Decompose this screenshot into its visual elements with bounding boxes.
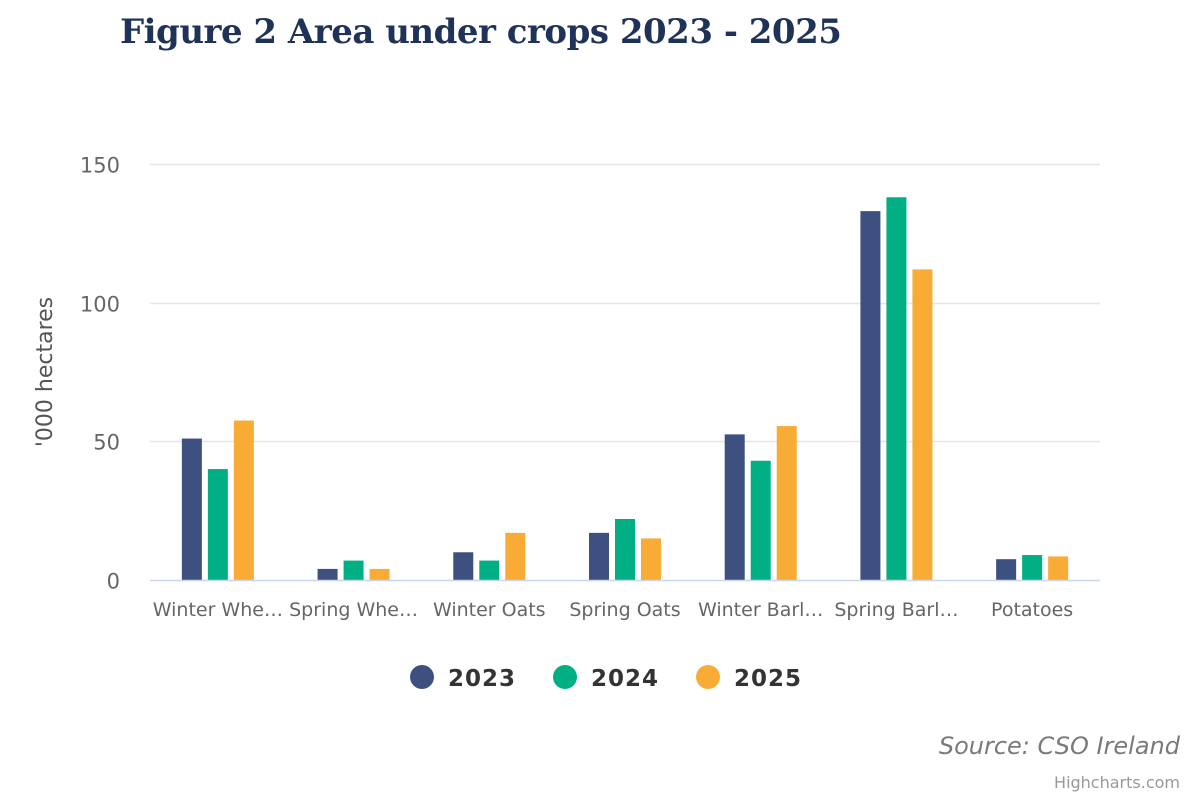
y-tick-label: 100 <box>80 293 120 317</box>
bar-2023-0[interactable] <box>181 438 202 580</box>
legend-marker <box>696 665 720 689</box>
bar-2024-3[interactable] <box>615 518 635 580</box>
x-tick-label: Spring Barl… <box>834 599 958 621</box>
bar-2025-3[interactable] <box>641 538 661 580</box>
bar-2024-4[interactable] <box>750 460 771 580</box>
bar-2025-4[interactable] <box>776 426 797 580</box>
bar-2023-4[interactable] <box>724 434 745 580</box>
bar-2025-1[interactable] <box>369 568 390 580</box>
bar-2023-2[interactable] <box>453 552 474 580</box>
gridlines <box>150 163 1100 443</box>
bar-2024-5[interactable] <box>886 197 907 580</box>
legend-item-2025[interactable]: 2025 <box>696 665 802 692</box>
legend: 2023 2024 2025 <box>410 665 802 692</box>
x-tick-label: Winter Oats <box>433 599 546 621</box>
legend-label: 2024 <box>591 666 659 692</box>
bar-2025-0[interactable] <box>233 420 254 580</box>
bars <box>181 197 1069 580</box>
legend-label: 2023 <box>448 666 516 692</box>
bar-2024-2[interactable] <box>479 560 500 580</box>
x-tick-label: Spring Oats <box>569 599 680 621</box>
x-tick-label: Winter Barl… <box>698 599 823 621</box>
bar-2023-1[interactable] <box>317 568 338 580</box>
y-tick-label: 50 <box>93 431 120 455</box>
bar-2024-1[interactable] <box>343 560 364 580</box>
source-note: Source: CSO Ireland <box>938 732 1180 760</box>
legend-item-2023[interactable]: 2023 <box>410 665 516 692</box>
bar-2023-3[interactable] <box>589 532 609 580</box>
bar-2025-5[interactable] <box>912 269 933 580</box>
bar-2024-0[interactable] <box>207 469 228 580</box>
legend-marker <box>553 665 577 689</box>
y-tick-label: 150 <box>80 154 120 178</box>
bar-2025-2[interactable] <box>505 532 526 580</box>
x-tick-label: Winter Whe… <box>153 599 283 621</box>
highcharts-credits[interactable]: Highcharts.com <box>1054 773 1180 792</box>
bar-2023-5[interactable] <box>860 211 881 580</box>
x-tick-label: Potatoes <box>991 599 1073 621</box>
chart-title: Figure 2 Area under crops 2023 - 2025 <box>120 12 842 52</box>
bar-2025-6[interactable] <box>1048 556 1069 580</box>
bar-2024-6[interactable] <box>1022 555 1043 580</box>
y-axis-title: '000 hectares <box>33 297 58 447</box>
x-axis: Winter Whe… Spring Whe… Winter Oats Spring … <box>153 599 1073 621</box>
legend-label: 2025 <box>734 666 802 692</box>
legend-item-2024[interactable]: 2024 <box>553 665 659 692</box>
bar-2023-6[interactable] <box>996 559 1017 580</box>
y-axis: 0 50 100 150 <box>80 154 120 594</box>
legend-marker <box>410 665 434 689</box>
y-tick-label: 0 <box>107 570 120 594</box>
x-tick-label: Spring Whe… <box>289 599 418 621</box>
